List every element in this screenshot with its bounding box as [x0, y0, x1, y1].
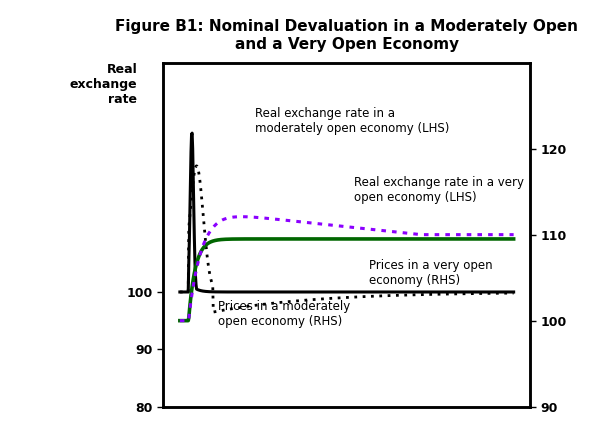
Text: Prices in a moderately
open economy (RHS): Prices in a moderately open economy (RHS… — [218, 300, 350, 328]
Y-axis label: Real
exchange
rate: Real exchange rate — [70, 62, 137, 105]
Title: Figure B1: Nominal Devaluation in a Moderately Open
and a Very Open Economy: Figure B1: Nominal Devaluation in a Mode… — [115, 20, 578, 52]
Text: Real exchange rate in a very
open economy (LHS): Real exchange rate in a very open econom… — [354, 176, 524, 204]
Text: Real exchange rate in a
moderately open economy (LHS): Real exchange rate in a moderately open … — [255, 107, 449, 135]
Text: Prices in a very open
economy (RHS): Prices in a very open economy (RHS) — [369, 259, 493, 287]
